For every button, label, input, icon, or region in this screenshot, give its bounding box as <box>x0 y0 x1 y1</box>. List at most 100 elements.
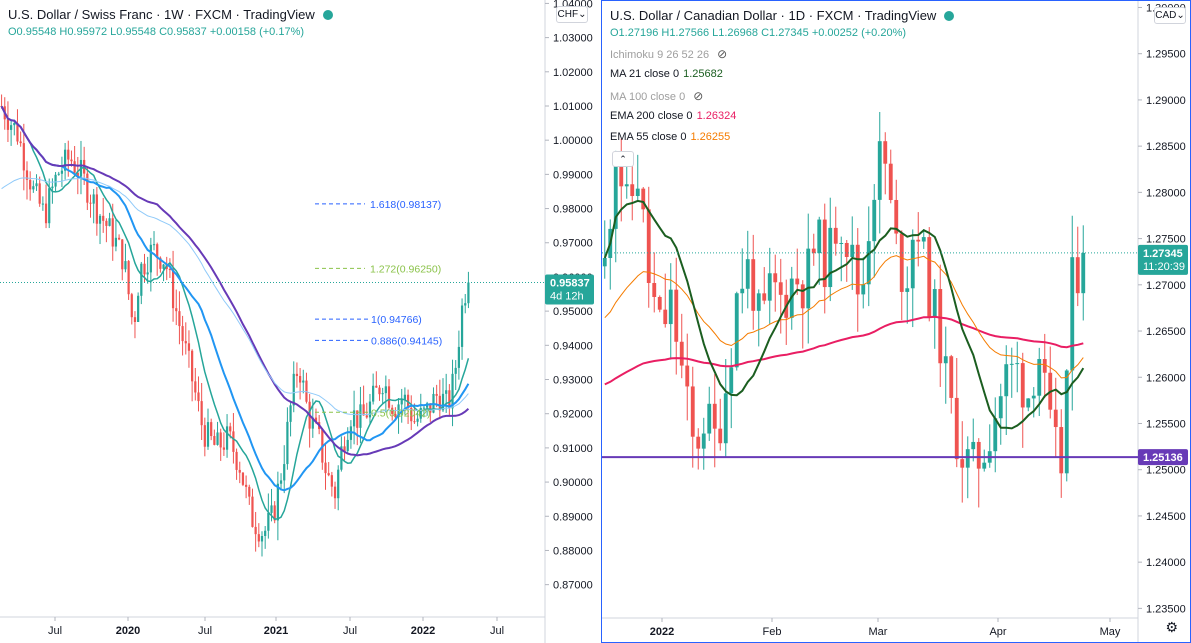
candle-body <box>448 390 451 409</box>
candle-body <box>168 269 172 271</box>
candle-body <box>60 170 64 174</box>
candle-body <box>276 483 279 521</box>
candle-body <box>635 188 640 197</box>
chart-pane-usdchf[interactable]: 1.04000 1.03000 1.02000 1.01000 1.00000 0.990… <box>0 0 600 643</box>
candle-body <box>1042 359 1047 373</box>
y-tick-label: 1.27500 <box>1146 234 1186 246</box>
chart-pane-usdcad[interactable]: 1.300001.295001.290001.285001.280001.275… <box>601 0 1191 643</box>
candle-body <box>441 393 445 411</box>
ma-21-line <box>603 199 1085 430</box>
fib-level-label: 1(0.94766) <box>371 314 422 326</box>
fib-level-label: 0.5(0.92042) <box>371 407 431 419</box>
candle-body <box>159 257 162 269</box>
y-tick-label: 1.02000 <box>553 67 593 79</box>
candle-body <box>314 417 318 423</box>
eye-off-icon[interactable]: ⊘ <box>693 89 704 103</box>
x-tick-label: Jul <box>343 625 357 637</box>
chevron-down-icon: ⌄ <box>578 9 587 20</box>
currency-label: CHF <box>557 9 579 20</box>
x-tick-label: Jul <box>490 625 504 637</box>
candle-body <box>175 308 178 312</box>
candle-body <box>29 179 32 190</box>
candle-body <box>872 199 877 242</box>
gear-icon[interactable]: ⚙ <box>1165 619 1178 635</box>
y-tick-label: 0.97000 <box>553 238 593 250</box>
indicator-ma100[interactable]: MA 100 close 0 ⊘ <box>610 89 703 103</box>
candle-body <box>652 282 657 297</box>
candle-body <box>384 386 387 394</box>
candle-body <box>1009 363 1014 365</box>
y-tick-label: 0.89000 <box>553 511 593 523</box>
candle-body <box>63 149 67 171</box>
eye-off-icon[interactable]: ⊘ <box>717 47 728 61</box>
candle-body <box>1004 364 1009 397</box>
x-tick-label: 2022 <box>650 626 674 638</box>
indicator-ichimoku[interactable]: Ichimoku 9 26 52 26 ⊘ <box>610 47 727 61</box>
candle-body <box>451 373 454 409</box>
candle-body <box>372 385 375 402</box>
y-tick-label: 1.25000 <box>1146 465 1186 477</box>
y-tick-label: 0.99000 <box>553 169 593 181</box>
countdown-label: 11:20:39 <box>1143 261 1185 273</box>
candle-body <box>844 242 849 257</box>
indicator-ma21[interactable]: MA 21 close 0 1.25682 <box>610 68 723 80</box>
candle-body <box>178 311 181 327</box>
candle-body <box>413 421 416 423</box>
indicator-ema200[interactable]: EMA 200 close 0 1.26324 <box>610 110 736 122</box>
candle-body <box>679 341 684 366</box>
candle-body <box>260 535 264 542</box>
candle-body <box>48 188 51 224</box>
currency-selector[interactable]: CHF⌄ <box>556 6 588 23</box>
candle-body <box>19 141 22 144</box>
usdcad-chart[interactable]: 1.300001.295001.290001.285001.280001.275… <box>602 1 1191 643</box>
y-tick-label: 1.00000 <box>553 135 593 147</box>
symbol-title[interactable]: U.S. Dollar / Swiss Franc · 1W · FXCM · … <box>8 7 315 22</box>
candle-body <box>1064 370 1069 474</box>
candle-body <box>905 288 910 292</box>
y-tick-label: 0.88000 <box>553 545 593 557</box>
candle-body <box>943 356 948 364</box>
candle-body <box>292 373 295 406</box>
candle-body <box>130 294 133 318</box>
currency-selector[interactable]: CAD⌄ <box>1154 7 1186 24</box>
candle-body <box>229 426 232 432</box>
candle-body <box>213 436 216 445</box>
candle-body <box>998 396 1003 419</box>
candle-body <box>95 194 98 224</box>
indicator-value: 1.26255 <box>690 131 731 143</box>
candle-body <box>368 401 372 418</box>
chevron-down-icon: ⌄ <box>1176 10 1185 21</box>
candle-body <box>152 244 156 246</box>
candle-body <box>283 464 286 481</box>
candle-body <box>38 183 41 204</box>
candle-body <box>674 289 679 342</box>
candle-body <box>619 164 624 187</box>
usdchf-chart[interactable]: 1.04000 1.03000 1.02000 1.01000 1.00000 0.990… <box>0 0 600 643</box>
symbol-title[interactable]: U.S. Dollar / Canadian Dollar · 1D · FXC… <box>610 8 937 23</box>
collapse-legend-button[interactable]: ⌃ <box>612 151 634 167</box>
candle-body <box>324 462 327 474</box>
candle-body <box>352 410 356 427</box>
y-tick-label: 1.01000 <box>553 101 593 113</box>
x-tick-label: Mar <box>869 626 888 638</box>
candle-body <box>745 259 750 289</box>
candle-body <box>971 441 976 450</box>
y-tick-label: 1.29500 <box>1146 49 1186 61</box>
candle-body <box>467 282 470 304</box>
candle-body <box>289 405 292 422</box>
y-tick-label: 1.27000 <box>1146 280 1186 292</box>
candle-body <box>187 343 191 351</box>
candle-body <box>105 220 108 226</box>
candle-body <box>245 484 248 487</box>
candle-body <box>646 209 651 283</box>
y-tick-label: 0.94000 <box>553 340 593 352</box>
candle-body <box>877 141 882 200</box>
candle-body <box>657 296 662 310</box>
candle-body <box>883 141 888 164</box>
candle-body <box>464 303 467 306</box>
candle-body <box>146 272 149 275</box>
indicator-ema55[interactable]: EMA 55 close 0 1.26255 <box>610 131 730 143</box>
candle-body <box>685 365 690 387</box>
candle-body <box>365 415 368 418</box>
candle-body <box>13 123 16 126</box>
